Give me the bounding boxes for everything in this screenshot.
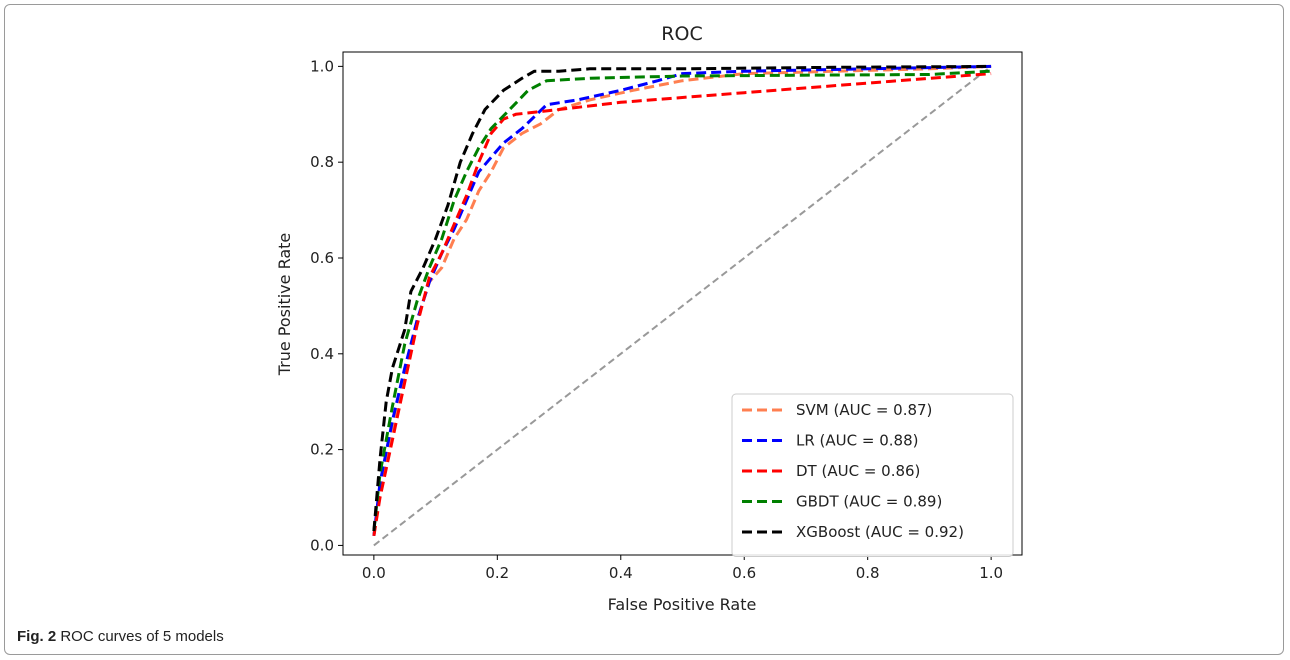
legend-label: SVM (AUC = 0.87) <box>796 401 932 419</box>
chance-diagonal-line <box>373 65 992 547</box>
x-tick-label: 0.8 <box>856 564 880 582</box>
figure-frame <box>4 4 1284 655</box>
caption-label: Fig. 2 <box>17 628 57 645</box>
roc-series-line-2 <box>372 72 992 537</box>
chart-title: ROC <box>661 23 702 45</box>
legend: SVM (AUC = 0.87) LR (AUC = 0.88) DT (AUC =… <box>731 393 1014 557</box>
legend-label: GBDT (AUC = 0.89) <box>796 493 942 511</box>
x-tick-label: 1.0 <box>979 564 1003 582</box>
roc-chart: ROC False Positive Rate True Positive Ra… <box>275 23 1023 614</box>
caption-text: ROC curves of 5 models <box>60 628 224 645</box>
legend-label: DT (AUC = 0.86) <box>796 462 920 480</box>
y-tick-label: 0.2 <box>310 441 334 459</box>
y-tick-label: 0.6 <box>310 249 334 267</box>
y-tick-label: 0.8 <box>310 153 334 171</box>
x-tick-label: 0.2 <box>485 564 509 582</box>
x-tick-label: 0.0 <box>362 564 386 582</box>
y-tick-label: 1.0 <box>310 57 334 75</box>
y-axis-label: True Positive Rate <box>275 233 294 377</box>
y-tick-label: 0.0 <box>310 536 334 554</box>
plot-area <box>342 51 1023 556</box>
x-tick-label: 0.6 <box>732 564 756 582</box>
x-axis-label: False Positive Rate <box>608 595 757 614</box>
y-tick-label: 0.4 <box>310 345 334 363</box>
legend-box <box>731 393 1014 557</box>
x-tick-label: 0.4 <box>609 564 633 582</box>
roc-series-line-4 <box>372 64 992 532</box>
legend-label: LR (AUC = 0.88) <box>796 432 918 450</box>
legend-label: XGBoost (AUC = 0.92) <box>796 523 964 541</box>
figure-caption: Fig. 2 ROC curves of 5 models <box>17 628 224 645</box>
roc-series-line-3 <box>372 69 992 532</box>
